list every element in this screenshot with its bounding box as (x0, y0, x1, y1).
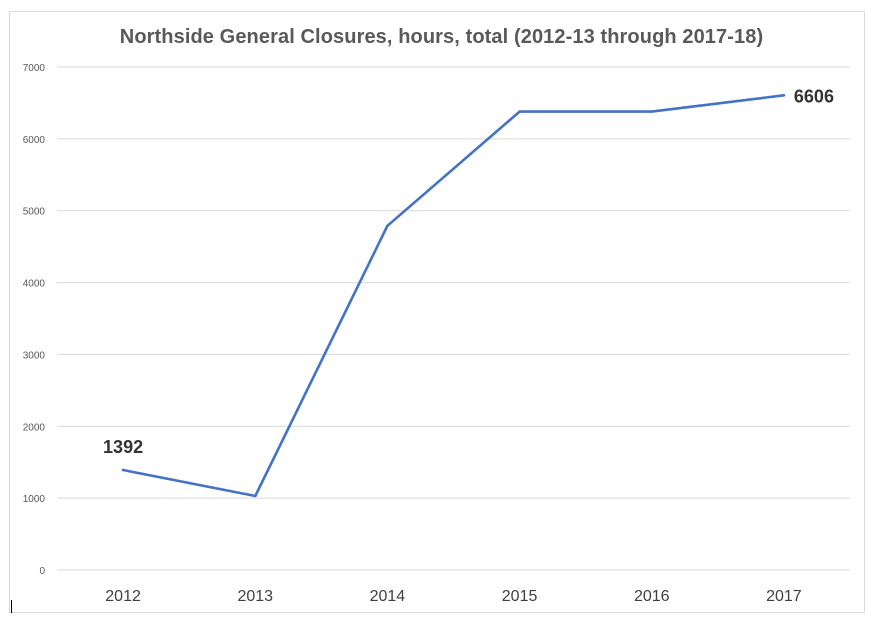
y-tick-label: 3000 (23, 350, 46, 361)
y-axis-ticks: 0 1000 2000 3000 4000 5000 6000 7000 (23, 63, 46, 577)
chart-area (9, 11, 865, 613)
data-labels: 1392 6606 (103, 86, 834, 457)
chart-title: Northside General Closures, hours, total… (119, 26, 764, 48)
y-tick-label: 0 (39, 566, 45, 577)
data-point (518, 110, 521, 113)
data-point (386, 224, 389, 228)
text-cursor (11, 600, 12, 613)
x-tick-label: 2017 (766, 588, 802, 605)
x-axis-ticks: 2012 2013 2014 2015 2016 2017 (105, 588, 802, 605)
data-point (650, 110, 654, 113)
gridlines (57, 66, 850, 571)
y-tick-label: 7000 (23, 63, 46, 74)
x-tick-label: 2015 (502, 588, 538, 605)
y-tick-label: 2000 (23, 422, 46, 433)
data-point (782, 94, 786, 97)
y-tick-label: 4000 (23, 279, 46, 290)
x-tick-label: 2012 (105, 588, 141, 605)
series-lines (121, 94, 786, 498)
x-tick-label: 2016 (634, 588, 670, 605)
x-tick-label: 2014 (370, 588, 406, 605)
series-line-0 (121, 94, 786, 498)
data-point (121, 468, 125, 472)
data-point (253, 494, 257, 498)
x-tick-label: 2013 (237, 588, 273, 605)
y-tick-label: 1000 (23, 494, 46, 505)
data-label: 6606 (794, 86, 834, 106)
data-label: 1392 (103, 437, 143, 457)
y-tick-label: 6000 (23, 135, 46, 146)
y-tick-label: 5000 (23, 207, 46, 218)
